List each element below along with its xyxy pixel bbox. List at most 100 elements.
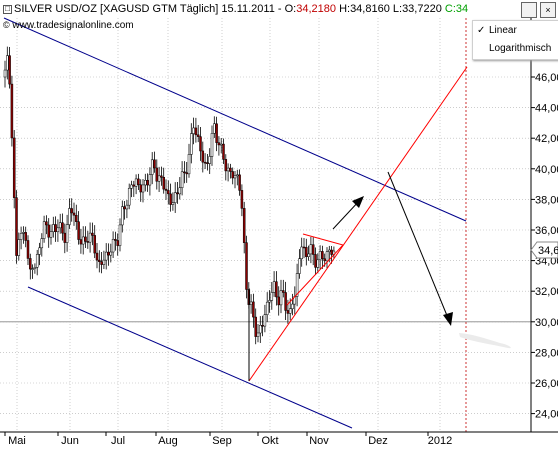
candle-body (259, 325, 262, 334)
menu-item-logarithmic[interactable]: Logarithmisch (473, 41, 558, 57)
menu-item-logarithmic-label: Logarithmisch (489, 43, 552, 54)
candle-body (210, 133, 214, 157)
candle-body (49, 231, 53, 238)
candle-body (224, 159, 228, 172)
candle-body (231, 171, 234, 179)
candle-body (162, 177, 165, 190)
price-tick-label: 36,000 (535, 225, 558, 237)
price-tick-label: 30,000 (535, 317, 558, 329)
candle-body (305, 247, 308, 257)
candle-body (194, 127, 198, 136)
price-tick-label: 44,000 (535, 103, 558, 115)
candle-body (169, 193, 172, 205)
candle-body (88, 232, 92, 243)
scale-dropdown-menu[interactable]: ✓ Linear Logarithmisch (472, 20, 558, 60)
price-tick-label: 26,000 (535, 378, 558, 390)
candle-body (284, 292, 287, 311)
candle-body (222, 143, 225, 160)
candle-body (201, 150, 205, 163)
candle-body (3, 69, 7, 78)
instrument-title: SILVER USD/OZ [XAGUSD GTM Täglich] 15.11… (14, 3, 297, 15)
checkmark-icon: ✓ (477, 25, 486, 36)
candle-body (173, 192, 177, 203)
candle-body (72, 212, 76, 216)
time-tick-label: Okt (261, 435, 278, 447)
expand-icon[interactable]: □ (3, 5, 12, 14)
candle-body (167, 190, 170, 195)
candle-body (155, 167, 159, 182)
candle-body (288, 308, 292, 314)
smudge-shape (459, 333, 511, 349)
candle-body (38, 247, 41, 255)
candle-body (15, 197, 18, 256)
low-value: L:33,7220 (392, 3, 442, 15)
candle-body (325, 251, 329, 262)
candle-body (6, 55, 9, 71)
candle-body (111, 238, 115, 253)
candle-body (187, 154, 191, 175)
candle-body (277, 296, 280, 306)
candle-body (268, 300, 271, 303)
menu-item-linear[interactable]: ✓ Linear (473, 23, 558, 39)
candle-body (295, 273, 299, 297)
candle-body (47, 224, 50, 238)
time-axis-labels: Mai Jun Jul Aug Sep Okt Nov Dez 2012 (4, 432, 452, 447)
candle-body (19, 233, 23, 240)
candle-body (33, 267, 37, 269)
candle-body (45, 221, 48, 226)
candle-body (79, 239, 83, 245)
candle-body (180, 171, 184, 188)
candle-body (8, 55, 11, 85)
rising-support-trendline[interactable] (248, 66, 468, 382)
price-tick-label: 42,000 (535, 133, 558, 145)
candle-body (236, 174, 239, 177)
candle-body (321, 251, 324, 259)
copyright-symbol: © (3, 20, 10, 30)
menu-item-linear-label: Linear (489, 25, 517, 36)
candle-body (130, 184, 133, 189)
candle-body (314, 254, 317, 268)
arrow-down[interactable] (387, 171, 453, 326)
candle-body (116, 240, 119, 246)
channel-upper-trendline[interactable] (3, 17, 467, 222)
candle-body (282, 290, 285, 293)
candle-body (102, 259, 106, 265)
arrow-up[interactable] (332, 196, 364, 230)
candle-body (123, 206, 126, 210)
candle-body (56, 227, 60, 233)
candle-body (132, 184, 136, 187)
candle-body (183, 171, 186, 174)
time-tick-label: Sep (212, 435, 232, 447)
candle-body (141, 184, 145, 193)
close-icon[interactable]: × (540, 2, 556, 18)
time-tick-label: Jun (61, 435, 79, 447)
candle-body (104, 251, 108, 261)
candle-body (157, 175, 161, 182)
candle-body (134, 178, 138, 187)
candles (3, 46, 336, 345)
price-tick-label: 40,000 (535, 164, 558, 176)
window-toggle-button[interactable] (521, 2, 537, 18)
last-price-label: 34,62 (538, 245, 558, 257)
candle-body (31, 268, 34, 270)
candle-body (311, 244, 315, 255)
time-tick-label: Mai (8, 435, 26, 447)
time-tick-label: Dez (368, 435, 388, 447)
high-value: H:34,8160 (339, 3, 390, 15)
price-tick-label: 46,000 (535, 72, 558, 84)
candle-body (242, 208, 246, 243)
time-tick-label: Aug (158, 435, 178, 447)
candle-body (91, 232, 94, 236)
candle-body (139, 184, 142, 193)
triangle-pattern[interactable] (286, 233, 344, 306)
candle-body (263, 314, 267, 327)
channel-lower-trendline[interactable] (27, 286, 353, 429)
candle-body (61, 222, 64, 234)
candle-body (63, 232, 67, 243)
candle-body (70, 208, 73, 214)
candle-body (185, 172, 188, 175)
candle-body (22, 232, 25, 234)
candle-body (121, 206, 124, 226)
